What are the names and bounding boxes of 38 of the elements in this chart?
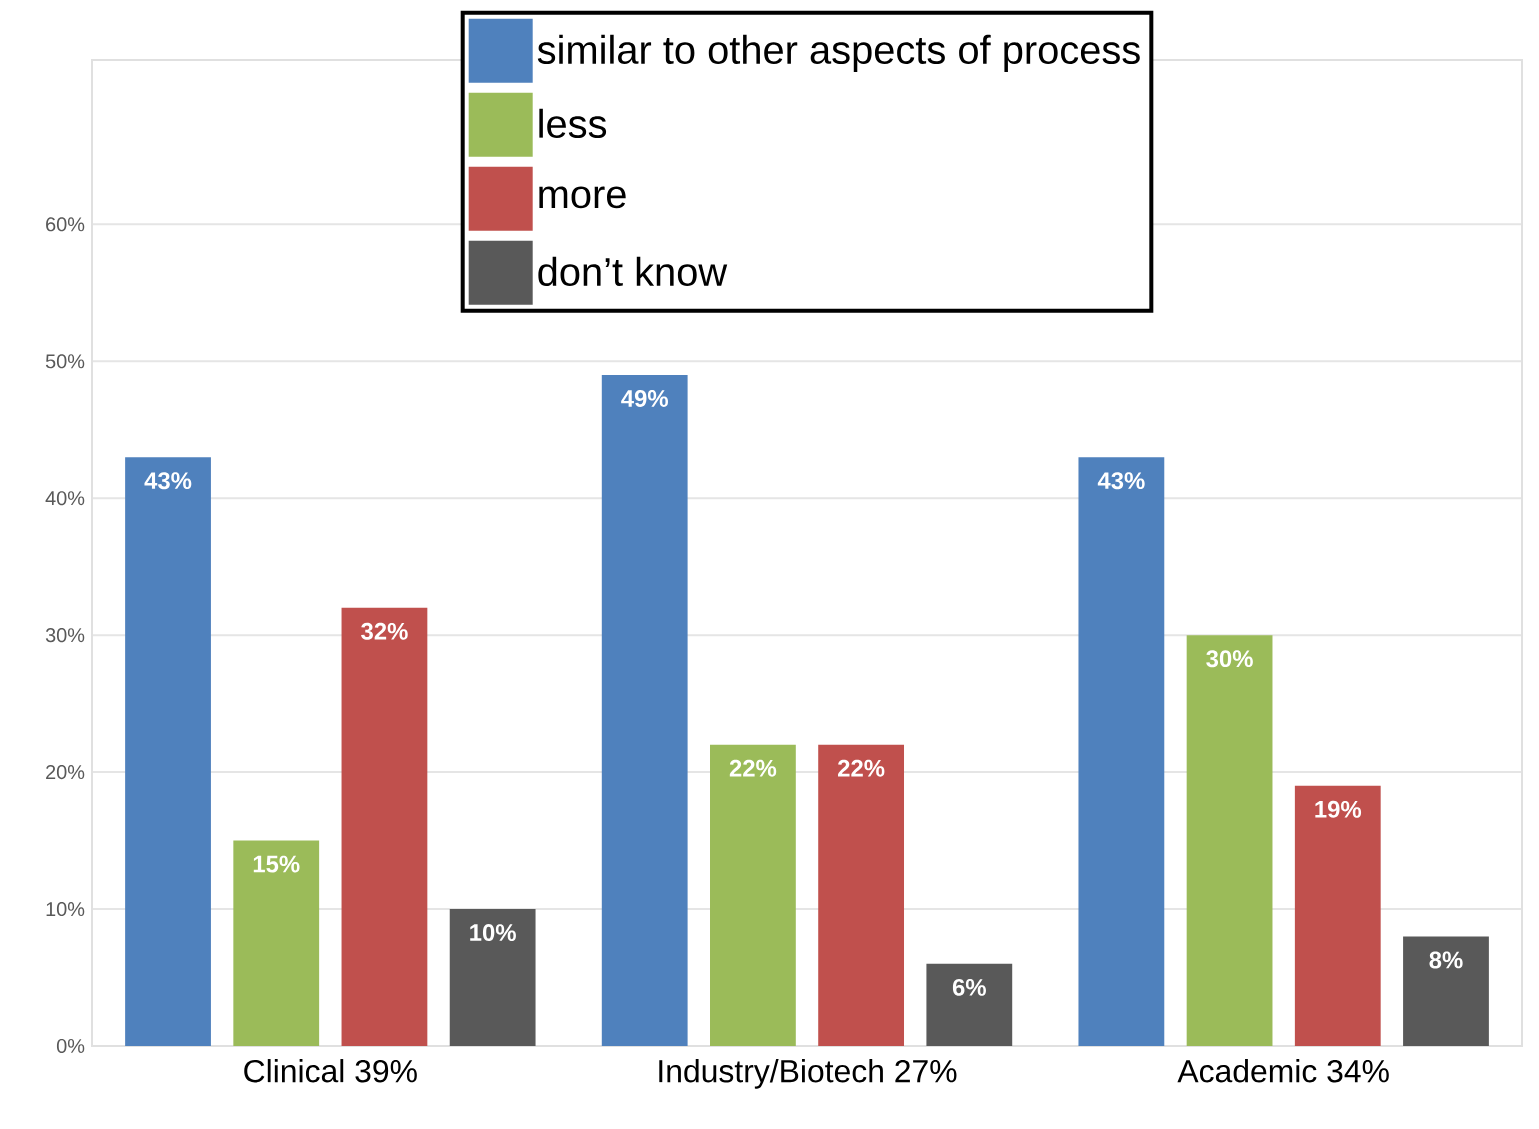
bar [926, 963, 1013, 1046]
data-label: 49% [621, 390, 668, 407]
data-label: 19% [1315, 800, 1362, 818]
bar [125, 457, 211, 1046]
data-label: 6% [952, 978, 986, 996]
x-tick-label: Academic 34% [1177, 1059, 1389, 1083]
x-tick-label: Industry/Biotech 27% [659, 1059, 957, 1089]
bar [449, 909, 536, 1046]
bar [601, 374, 688, 1046]
data-label: 22% [729, 759, 777, 777]
legend-label: don’t know [538, 256, 728, 287]
y-tick-label: 10% [46, 902, 85, 917]
bar [1403, 936, 1489, 1046]
data-label: 32% [361, 622, 408, 640]
data-label: 43% [144, 472, 192, 490]
bar [818, 744, 905, 1046]
legend-label: similar to other aspects of process [537, 34, 1140, 72]
y-tick-label: 60% [46, 217, 85, 232]
y-tick-label: 50% [45, 354, 85, 369]
data-label: 43% [1097, 472, 1145, 490]
bar [1186, 635, 1273, 1046]
data-label: 15% [253, 855, 300, 873]
y-tick-label: 40% [45, 491, 85, 506]
bar [710, 744, 796, 1046]
data-label: 30% [1206, 650, 1253, 668]
data-label: 22% [838, 759, 885, 777]
legend-label: less [539, 108, 607, 139]
y-tick-label: 30% [45, 628, 85, 643]
x-tick-label: Clinical 39% [244, 1059, 417, 1083]
bar [233, 840, 320, 1046]
data-label: 8% [1429, 951, 1463, 969]
y-tick-label: 0% [56, 1038, 85, 1054]
bar [341, 607, 428, 1046]
data-label: 10% [470, 924, 516, 942]
bar [1078, 457, 1165, 1046]
legend-label: more [539, 186, 626, 209]
y-tick-label: 20% [46, 765, 85, 780]
bar [1294, 785, 1381, 1046]
